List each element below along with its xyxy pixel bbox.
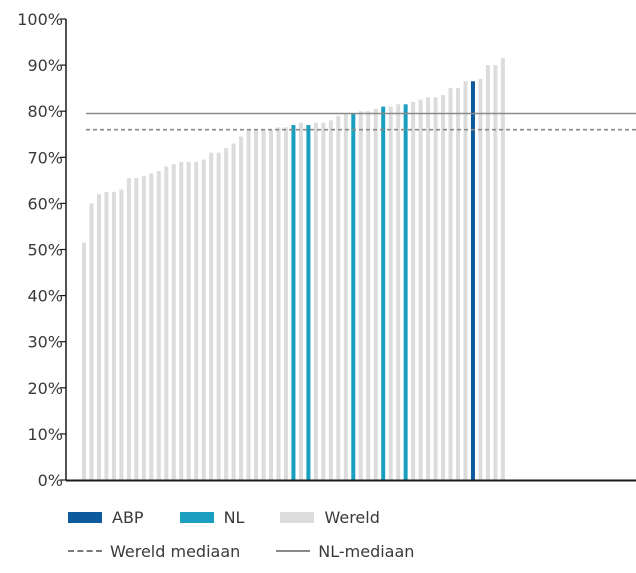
bar-wereld (500, 58, 505, 481)
bar-wereld (164, 166, 169, 480)
bars (82, 58, 505, 481)
bar-nl (306, 125, 311, 480)
bar-wereld (179, 161, 184, 480)
reference-lines (86, 112, 636, 131)
bar-wereld (276, 127, 281, 481)
bar-wereld (261, 129, 266, 480)
legend-label-abp: ABP (112, 507, 144, 527)
bar-wereld (104, 191, 109, 480)
legend-label-nl-mediaan: NL-mediaan (318, 541, 415, 561)
bar-wereld (485, 65, 490, 480)
bar-wereld (89, 203, 94, 480)
legend-solid-line (276, 550, 311, 552)
bar-wereld (141, 175, 146, 481)
bar-abp (470, 81, 475, 481)
y-tick-label: 80% (27, 102, 63, 121)
bar-wereld (418, 99, 423, 481)
bar-wereld (426, 97, 431, 481)
y-tick-label: 50% (27, 241, 63, 260)
bar-wereld (231, 143, 236, 480)
bar-wereld (119, 189, 124, 480)
bar-wereld (239, 136, 244, 480)
bar-wereld (298, 122, 303, 480)
y-tick-label: 70% (27, 148, 63, 167)
y-tick-label: 60% (27, 194, 63, 213)
bar-wereld (313, 122, 318, 480)
bar-nl (403, 104, 408, 480)
bar-wereld (126, 178, 131, 481)
bar-chart: 0% 10% 20% 30% 40% 50% 60% 70% 80% 90% 100% (17, 10, 636, 490)
bar-wereld (321, 122, 326, 480)
bar-wereld (224, 148, 229, 480)
bar-wereld (373, 108, 378, 481)
y-tick-label: 30% (27, 333, 63, 352)
legend-item-abp: ABP (68, 508, 144, 527)
bar-wereld (396, 104, 401, 480)
bar-wereld (149, 173, 154, 480)
legend-label-wereld: Wereld (324, 507, 380, 527)
legend-swatch-abp (68, 511, 102, 523)
legend-item-nl: NL (179, 507, 245, 527)
bar-wereld (254, 129, 259, 480)
bar-wereld (171, 164, 176, 480)
bar-wereld (194, 161, 199, 480)
bar-wereld (456, 88, 460, 481)
bar-wereld (82, 242, 86, 480)
legend-dashed-line (68, 550, 102, 552)
y-tick-label: 100% (17, 10, 63, 29)
bar-wereld (366, 111, 371, 480)
legend-item-wereld: Wereld (280, 507, 380, 527)
legend: ABP NL Wereld Wereld mediaan NL-mediaan (68, 505, 628, 573)
legend-swatch-wereld (280, 511, 315, 523)
bar-wereld (441, 95, 446, 480)
bar-nl (291, 125, 296, 480)
bar-wereld (448, 88, 453, 481)
bar-wereld (411, 101, 416, 480)
legend-swatch-nl (179, 511, 214, 523)
bar-nl (381, 106, 386, 480)
bar-wereld (156, 171, 161, 480)
bar-wereld (216, 152, 221, 480)
bar-wereld (134, 178, 139, 481)
bar-wereld (246, 129, 251, 480)
bar-wereld (336, 115, 341, 480)
bar-wereld (388, 106, 393, 480)
y-tick-label: 40% (27, 287, 63, 306)
bar-wereld (269, 129, 273, 480)
legend-label-wereld-mediaan: Wereld mediaan (110, 541, 241, 561)
y-tick-label: 10% (27, 425, 63, 444)
bar-wereld (209, 152, 214, 480)
legend-label-nl: NL (223, 507, 245, 527)
bar-wereld (478, 78, 483, 481)
legend-row-lines: Wereld mediaan NL-mediaan (68, 539, 628, 563)
bar-wereld (186, 161, 191, 480)
bar-wereld (493, 65, 498, 480)
bar-wereld (433, 97, 438, 481)
bar-wereld (283, 127, 288, 481)
y-tick-label: 0% (38, 471, 63, 490)
bar-wereld (96, 194, 101, 480)
bar-wereld (463, 81, 468, 481)
y-axis: 0% 10% 20% 30% 40% 50% 60% 70% 80% 90% 100% (17, 10, 67, 490)
bar-wereld (343, 113, 348, 480)
legend-row-series: ABP NL Wereld (68, 505, 628, 529)
y-tick-label: 20% (27, 379, 63, 398)
bar-wereld (201, 159, 206, 481)
bar-wereld (111, 191, 116, 480)
bar-wereld (328, 120, 333, 481)
legend-item-nl-mediaan: NL-mediaan (276, 542, 414, 561)
bar-wereld (358, 111, 363, 480)
bar-nl (351, 113, 356, 480)
legend-item-wereld-mediaan: Wereld mediaan (68, 542, 240, 561)
y-tick-label: 90% (27, 56, 63, 75)
